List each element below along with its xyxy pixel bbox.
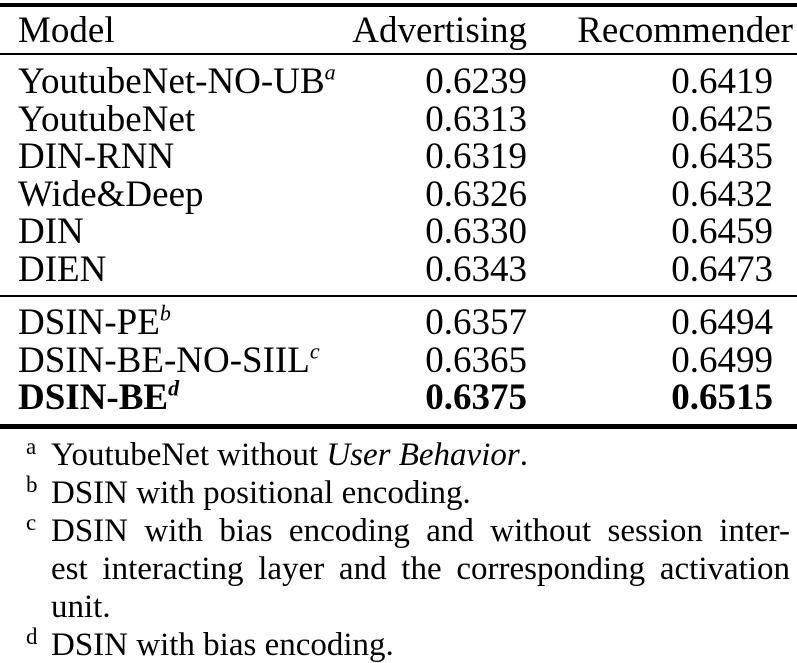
model-label: DIEN (18, 248, 107, 290)
model-name: Wide&Deep (0, 173, 351, 215)
footnote-marker: c (26, 509, 37, 535)
footnote-text-line: DSIN with bias encoding and without sess… (51, 512, 790, 549)
footnote-text-line: unit. (51, 588, 111, 625)
recommender-value: 0.6432 (671, 173, 773, 215)
footnote-text-part: YoutubeNet without (51, 436, 327, 473)
recommender-value: 0.6499 (671, 339, 773, 381)
table-bottom-rule (0, 423, 797, 429)
table-row: DIN-RNN 0.6319 0.6435 (0, 138, 797, 176)
recommender-value: 0.6425 (671, 98, 773, 140)
advertising-value: 0.6239 (425, 61, 527, 102)
column-header-model: Model (18, 9, 115, 51)
footnote-ref: c (309, 338, 320, 364)
table-group-separator-rule (0, 295, 797, 297)
model-label: DSIN-BE (18, 377, 169, 418)
footnote-marker: a (26, 433, 37, 459)
recommender-value: 0.6494 (671, 302, 773, 343)
table-row: DSIN-PEb 0.6357 0.6494 (0, 300, 797, 343)
table-row: Wide&Deep 0.6326 0.6432 (0, 173, 797, 215)
footnote-marker: b (26, 471, 38, 497)
footnote-text: DSIN with bias encoding. (51, 626, 394, 663)
footnote-text-part: . (519, 436, 528, 473)
footnote-marker: d (26, 623, 38, 649)
model-name: DSIN-BE-NO-SIILc (0, 339, 351, 381)
model-name: DIEN (0, 248, 351, 290)
model-name: DIN-RNN (0, 138, 351, 176)
model-name: DSIN-BEd (0, 375, 351, 418)
advertising-value: 0.6357 (425, 302, 527, 343)
recommender-value: 0.6515 (671, 377, 773, 418)
table-row: YoutubeNet 0.6313 0.6425 (0, 98, 797, 140)
table-row: DIEN 0.6343 0.6473 (0, 248, 797, 290)
table-header-rule (0, 53, 797, 55)
advertising-value: 0.6375 (425, 377, 527, 418)
model-name: DSIN-PEb (0, 300, 351, 343)
advertising-value: 0.6343 (425, 248, 527, 290)
table-row: DIN 0.6330 0.6459 (0, 213, 797, 251)
footnote-ref: b (159, 300, 171, 326)
model-label: YoutubeNet (18, 98, 196, 140)
footnote-ref: d (168, 375, 180, 401)
footnote-text-line: est interacting layer and the correspond… (51, 550, 790, 587)
model-label: DIN (18, 211, 84, 252)
column-header-advertising: Advertising (352, 9, 527, 51)
advertising-value: 0.6330 (425, 211, 527, 252)
baseline-models-section: YoutubeNet-NO-UBa 0.6239 0.6419 YoutubeN… (0, 55, 797, 295)
recommender-value: 0.6419 (671, 61, 773, 102)
table-row: YoutubeNet-NO-UBa 0.6239 0.6419 (0, 59, 797, 102)
advertising-value: 0.6326 (425, 173, 527, 215)
model-label: DSIN-BE-NO-SIIL (18, 339, 310, 381)
dsin-models-section: DSIN-PEb 0.6357 0.6494 DSIN-BE-NO-SIILc … (0, 297, 797, 424)
column-header-recommender: Recommender (577, 9, 793, 51)
footnote-text: YoutubeNet without User Behavior. (51, 436, 790, 474)
model-name: YoutubeNet (0, 98, 351, 140)
table-header-row: Model Advertising Recommender (0, 7, 797, 53)
advertising-value: 0.6319 (425, 136, 527, 177)
footnote-text-italic: User Behavior (326, 436, 520, 473)
model-label: DSIN-PE (18, 302, 160, 343)
table-row-best: DSIN-BEd 0.6375 0.6515 (0, 375, 797, 418)
recommender-value: 0.6459 (671, 211, 773, 252)
recommender-value: 0.6435 (671, 136, 773, 177)
footnote-d: d DSIN with bias encoding. (0, 623, 790, 663)
model-name: DIN (0, 213, 351, 251)
table-top-rule (0, 3, 797, 7)
model-label: Wide&Deep (18, 173, 204, 215)
footnote-b: b DSIN with positional encoding. (0, 471, 790, 512)
model-label: DIN-RNN (18, 136, 175, 177)
model-label: YoutubeNet-NO-UB (18, 61, 325, 102)
footnote-text: DSIN with positional encoding. (51, 474, 471, 511)
advertising-value: 0.6365 (425, 339, 527, 381)
footnote-ref: a (324, 59, 336, 85)
table-row: DSIN-BE-NO-SIILc 0.6365 0.6499 (0, 339, 797, 381)
footnote-c: c DSIN with bias encoding and without se… (0, 509, 790, 626)
table-footnotes: a YoutubeNet without User Behavior. b DS… (0, 429, 797, 663)
recommender-value: 0.6473 (671, 248, 773, 290)
footnote-a: a YoutubeNet without User Behavior. (0, 433, 790, 474)
advertising-value: 0.6313 (425, 98, 527, 140)
model-name: YoutubeNet-NO-UBa (0, 59, 351, 102)
